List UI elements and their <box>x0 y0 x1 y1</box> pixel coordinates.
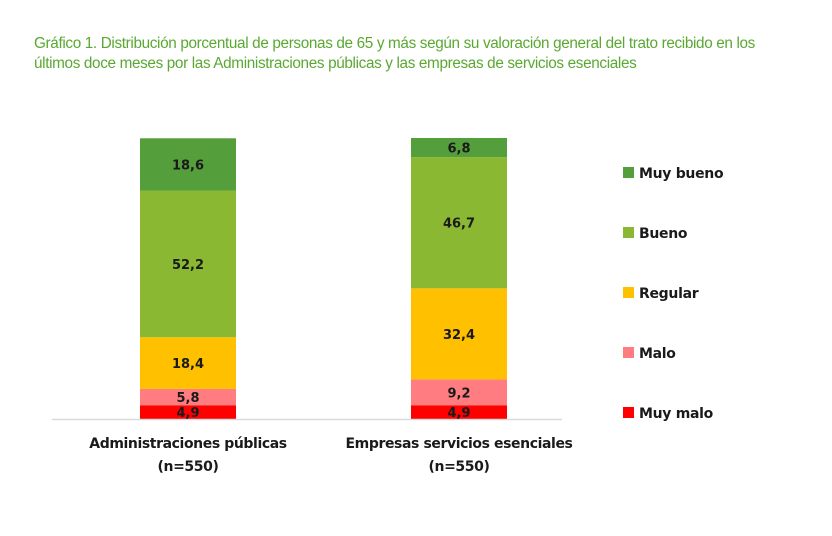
bar-segment-muy-malo <box>411 405 507 419</box>
bar-segment-bueno <box>140 190 236 338</box>
legend-swatch-regular <box>623 287 634 298</box>
bar-segment-muy-malo <box>140 405 236 419</box>
legend-swatch-bueno <box>623 227 634 238</box>
data-label-bueno: 52,2 <box>172 258 204 273</box>
bar-segment-regular <box>411 288 507 380</box>
bar-segment-muy-bueno <box>411 138 507 158</box>
category-sample-size: (n=550) <box>429 459 490 475</box>
category-labels-group: Administraciones públicas (n=550) Empresas… <box>89 436 573 475</box>
legend-swatch-muy-malo <box>623 407 634 418</box>
legend: Muy bueno Bueno Regular Malo Muy malo <box>623 166 724 422</box>
bar-segment-malo <box>411 379 507 406</box>
data-label-muy-bueno: 6,8 <box>447 142 470 157</box>
bar-segment-malo <box>140 388 236 406</box>
category-sample-size: (n=550) <box>158 459 219 475</box>
data-label-malo: 5,8 <box>176 391 199 406</box>
legend-label-muy-bueno: Muy bueno <box>639 166 724 182</box>
category-label: Administraciones públicas <box>89 436 287 452</box>
data-label-malo: 9,2 <box>447 386 470 401</box>
chart-title: Gráfico 1. Distribución porcentual de pe… <box>34 35 755 72</box>
legend-label-regular: Regular <box>639 286 699 302</box>
data-label-muy-malo: 4,9 <box>447 406 470 421</box>
bars-group <box>140 138 507 419</box>
bar-segment-bueno <box>411 157 507 289</box>
bar-segment-muy-bueno <box>140 138 236 191</box>
data-label-muy-bueno: 18,6 <box>172 158 204 173</box>
legend-label-muy-malo: Muy malo <box>639 406 714 422</box>
data-label-muy-malo: 4,9 <box>176 406 199 421</box>
legend-label-bueno: Bueno <box>639 226 688 242</box>
legend-swatch-muy-bueno <box>623 167 634 178</box>
segment-labels-group: 4,95,818,452,218,64,99,232,446,76,8 <box>172 142 475 422</box>
legend-label-malo: Malo <box>639 346 676 362</box>
bar-segment-regular <box>140 337 236 389</box>
data-label-bueno: 46,7 <box>443 217 475 232</box>
data-label-regular: 32,4 <box>443 328 475 343</box>
data-label-regular: 18,4 <box>172 357 204 372</box>
category-label: Empresas servicios esenciales <box>345 436 572 452</box>
legend-swatch-malo <box>623 347 634 358</box>
